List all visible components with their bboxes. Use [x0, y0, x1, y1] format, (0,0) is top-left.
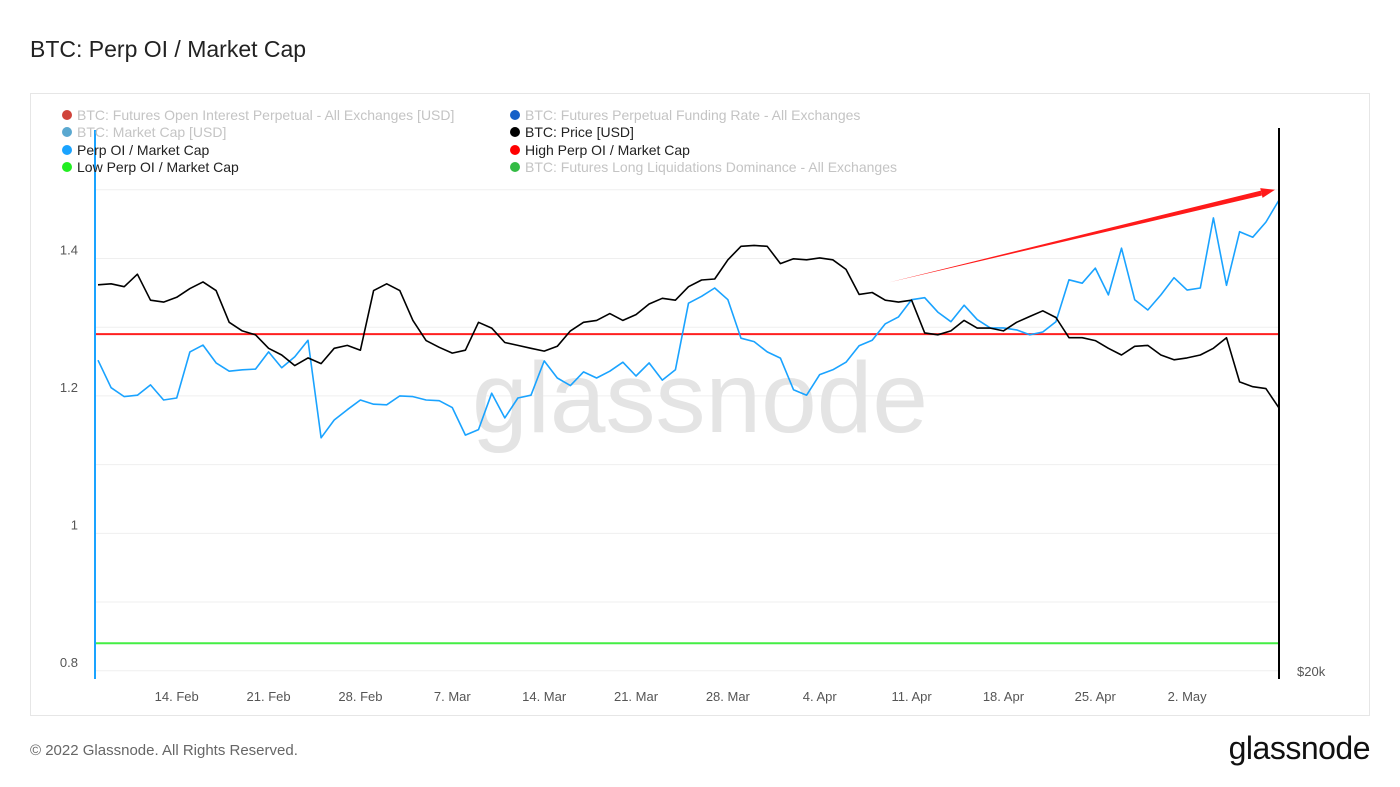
- x-tick-label: 2. May: [1168, 689, 1208, 704]
- x-tick-label: 11. Apr: [891, 689, 932, 704]
- arrow-head: [1260, 188, 1275, 198]
- legend-label: BTC: Futures Open Interest Perpetual - A…: [77, 107, 455, 123]
- legend-label: BTC: Futures Perpetual Funding Rate - Al…: [525, 107, 861, 123]
- chart-container: [30, 93, 1370, 716]
- legend-item[interactable]: High Perp OI / Market Cap: [510, 142, 690, 158]
- legend-dot-icon: [62, 162, 72, 172]
- legend-dot-icon: [62, 145, 72, 155]
- legend-label: BTC: Market Cap [USD]: [77, 124, 227, 140]
- legend-label: Low Perp OI / Market Cap: [77, 159, 239, 175]
- y-tick-label: 1.2: [60, 380, 78, 395]
- y-tick-label: 1: [71, 517, 78, 532]
- legend-label: High Perp OI / Market Cap: [525, 142, 690, 158]
- x-tick-label: 14. Mar: [522, 689, 567, 704]
- legend-label: BTC: Futures Long Liquidations Dominance…: [525, 159, 897, 175]
- x-tick-label: 7. Mar: [434, 689, 472, 704]
- legend-dot-icon: [62, 127, 72, 137]
- x-tick-label: 14. Feb: [155, 689, 199, 704]
- copyright: © 2022 Glassnode. All Rights Reserved.: [30, 742, 298, 759]
- legend-dot-icon: [510, 162, 520, 172]
- legend-item[interactable]: BTC: Price [USD]: [510, 124, 634, 140]
- legend-dot-icon: [510, 127, 520, 137]
- x-tick-label: 25. Apr: [1075, 689, 1117, 704]
- legend-item[interactable]: BTC: Futures Long Liquidations Dominance…: [510, 159, 897, 175]
- legend-item[interactable]: BTC: Futures Open Interest Perpetual - A…: [62, 107, 454, 123]
- legend-item[interactable]: BTC: Futures Perpetual Funding Rate - Al…: [510, 107, 860, 123]
- legend-label: Perp OI / Market Cap: [77, 142, 210, 158]
- x-tick-label: 4. Apr: [803, 689, 838, 704]
- legend-item[interactable]: BTC: Market Cap [USD]: [62, 124, 226, 140]
- x-tick-label: 18. Apr: [983, 689, 1025, 704]
- series-line: [97, 244, 1280, 409]
- x-tick-label: 28. Feb: [338, 689, 382, 704]
- x-tick-label: 21. Feb: [247, 689, 291, 704]
- y-tick-label: 1.4: [60, 242, 78, 257]
- y-right-tick-label: $20k: [1297, 664, 1326, 679]
- watermark: glassnode: [472, 342, 928, 454]
- arrow-shaft: [885, 190, 1262, 284]
- legend-item[interactable]: Low Perp OI / Market Cap: [62, 159, 239, 175]
- glassnode-logo: glassnode: [1228, 730, 1371, 766]
- x-tick-label: 21. Mar: [614, 689, 659, 704]
- legend-dot-icon: [510, 145, 520, 155]
- y-tick-label: 0.8: [60, 655, 78, 670]
- legend-label: BTC: Price [USD]: [525, 124, 634, 140]
- legend-dot-icon: [510, 110, 520, 120]
- legend-dot-icon: [62, 110, 72, 120]
- series-line: [97, 199, 1280, 439]
- legend-item[interactable]: Perp OI / Market Cap: [62, 142, 209, 158]
- page-title: BTC: Perp OI / Market Cap: [30, 36, 307, 62]
- x-tick-label: 28. Mar: [706, 689, 751, 704]
